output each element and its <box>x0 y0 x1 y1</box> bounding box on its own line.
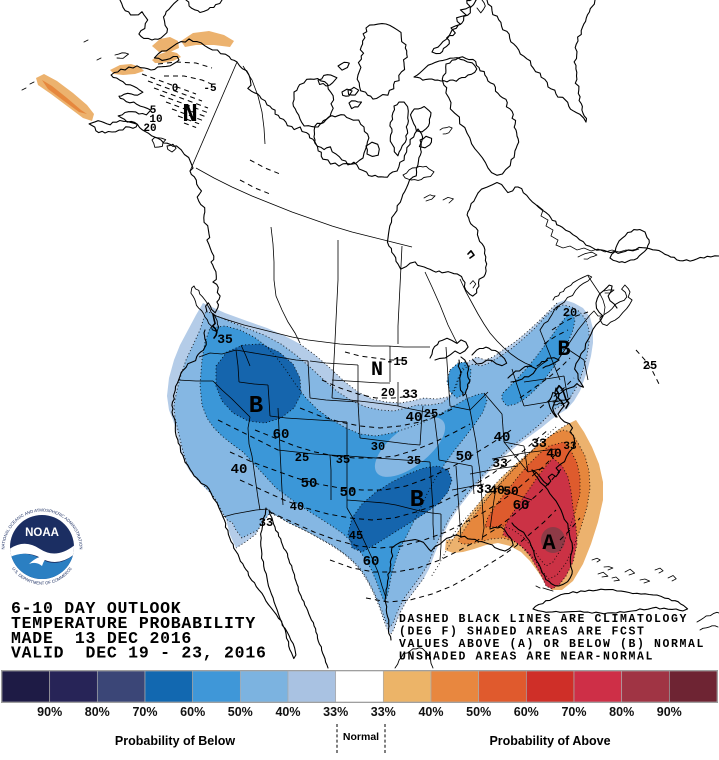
svg-text:6-10 DAY OUTLOOK: 6-10 DAY OUTLOOK <box>11 599 181 618</box>
svg-text:80%: 80% <box>85 705 110 719</box>
svg-text:90%: 90% <box>657 705 682 719</box>
svg-text:MADE 13 DEC 2016: MADE 13 DEC 2016 <box>11 629 192 648</box>
svg-text:33: 33 <box>402 387 418 402</box>
svg-text:33%: 33% <box>323 705 348 719</box>
svg-text:B: B <box>249 393 263 420</box>
svg-text:-5: -5 <box>203 83 217 95</box>
svg-text:40: 40 <box>494 430 511 446</box>
svg-text:NOAA: NOAA <box>25 527 59 539</box>
svg-text:70%: 70% <box>561 705 586 719</box>
svg-text:33: 33 <box>476 482 492 497</box>
svg-text:B: B <box>410 487 424 514</box>
svg-text:90%: 90% <box>37 705 62 719</box>
svg-text:40%: 40% <box>275 705 300 719</box>
svg-text:60: 60 <box>513 498 530 514</box>
svg-text:40: 40 <box>406 410 423 426</box>
svg-text:40: 40 <box>290 500 304 514</box>
svg-text:50: 50 <box>456 449 473 465</box>
svg-text:TEMPERATURE PROBABILITY: TEMPERATURE PROBABILITY <box>11 614 256 633</box>
svg-text:33: 33 <box>492 456 508 471</box>
svg-text:50: 50 <box>503 484 519 499</box>
svg-text:A: A <box>542 531 556 556</box>
svg-text:VALUES ABOVE (A) OR BELOW (B): VALUES ABOVE (A) OR BELOW (B) NORMAL <box>399 638 705 651</box>
svg-text:N: N <box>371 359 383 382</box>
svg-text:40: 40 <box>231 462 248 478</box>
svg-text:40: 40 <box>489 483 505 498</box>
svg-text:40: 40 <box>546 446 562 461</box>
svg-text:20: 20 <box>563 306 577 320</box>
svg-text:50%: 50% <box>228 705 253 719</box>
svg-text:60%: 60% <box>180 705 205 719</box>
svg-text:-15: -15 <box>386 355 408 369</box>
svg-text:60: 60 <box>273 427 290 443</box>
svg-text:50: 50 <box>301 476 318 492</box>
svg-text:80%: 80% <box>609 705 634 719</box>
svg-text:25: 25 <box>424 407 438 421</box>
svg-text:20: 20 <box>143 123 156 135</box>
svg-text:Probability of Below: Probability of Below <box>115 734 235 748</box>
svg-text:0: 0 <box>172 83 179 95</box>
svg-text:(DEG F) SHADED AREAS ARE FCST: (DEG F) SHADED AREAS ARE FCST <box>399 626 646 639</box>
svg-text:UNSHADED AREAS ARE NEAR-NORMAL: UNSHADED AREAS ARE NEAR-NORMAL <box>399 651 654 664</box>
svg-text:DASHED BLACK LINES ARE CLIMATO: DASHED BLACK LINES ARE CLIMATOLOGY <box>399 613 688 626</box>
svg-text:45: 45 <box>349 529 363 543</box>
svg-text:Normal: Normal <box>343 731 379 743</box>
svg-text:33: 33 <box>563 441 577 453</box>
svg-text:33: 33 <box>531 436 547 451</box>
svg-text:20: 20 <box>381 386 395 400</box>
svg-text:40%: 40% <box>418 705 443 719</box>
svg-text:33: 33 <box>259 516 273 530</box>
svg-text:33%: 33% <box>371 705 396 719</box>
svg-text:5: 5 <box>150 105 157 117</box>
svg-text:25: 25 <box>643 359 657 373</box>
svg-text:VALID DEC 19 - 23, 2016: VALID DEC 19 - 23, 2016 <box>11 644 267 663</box>
svg-text:50%: 50% <box>466 705 491 719</box>
svg-text:35: 35 <box>336 453 350 467</box>
svg-text:B: B <box>557 337 570 362</box>
svg-text:50: 50 <box>340 485 357 501</box>
svg-text:70%: 70% <box>132 705 157 719</box>
svg-text:30: 30 <box>371 440 385 454</box>
svg-text:35: 35 <box>407 454 421 468</box>
svg-text:Probability of Above: Probability of Above <box>489 734 610 748</box>
svg-text:10: 10 <box>149 114 162 126</box>
svg-text:60%: 60% <box>514 705 539 719</box>
svg-text:60: 60 <box>363 554 380 570</box>
svg-text:35: 35 <box>217 332 233 347</box>
svg-text:25: 25 <box>295 451 309 465</box>
svg-text:N: N <box>182 99 198 129</box>
